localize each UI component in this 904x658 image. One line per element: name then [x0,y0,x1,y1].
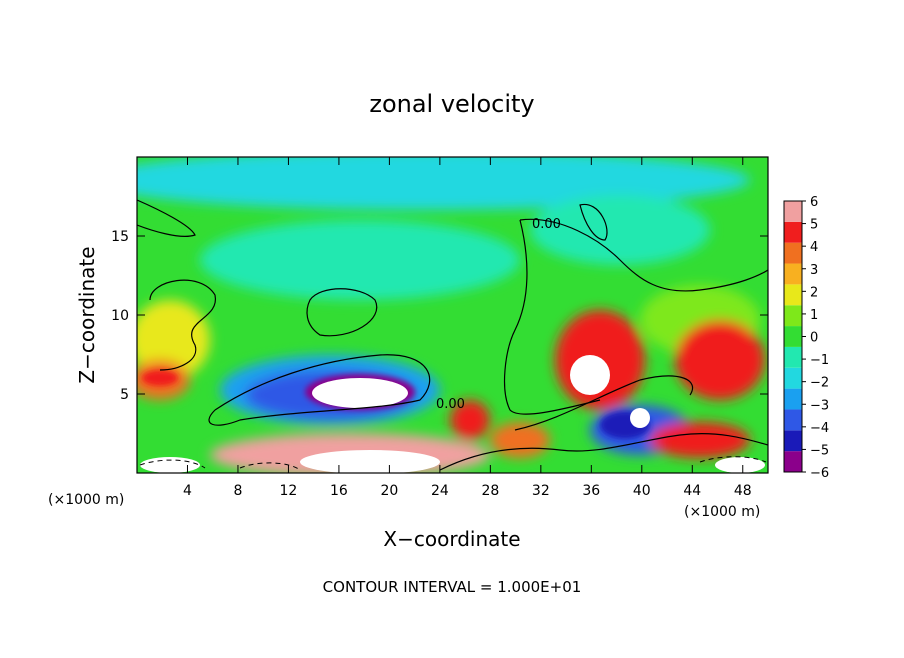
colorbar-swatch [784,242,802,264]
x-tick-label: 48 [734,483,752,499]
colorbar-tick-label: −6 [810,466,829,481]
x-unit-right: (×1000 m) [684,504,760,520]
x-tick-label: 16 [330,483,348,499]
colorbar-swatch [784,221,802,243]
colorbar-tick-label: 3 [810,263,818,278]
x-axis-title: X−coordinate [383,527,520,551]
colorbar-tick-label: 2 [810,285,818,300]
colorbar-tick-label: −5 [810,443,829,458]
y-tick-label: 5 [120,387,129,403]
y-tick-label: 15 [111,229,129,245]
colorbar-swatch [784,201,802,222]
colorbar-swatch [784,388,802,410]
colorbar-swatch [784,367,802,389]
chart-title: zonal velocity [369,90,534,118]
x-axis-ticks: 4 8 12 16 20 24 28 32 36 40 44 48 [183,157,752,499]
x-tick-label: 8 [233,483,242,499]
x-tick-label: 40 [633,483,651,499]
colorbar-swatch [784,284,802,306]
x-tick-label: 44 [683,483,701,499]
colorbar-swatch [784,263,802,285]
colorbar-tick-label: 1 [810,308,818,323]
colorbar-swatch [784,305,802,327]
colorbar-tick-label: 0 [810,331,818,346]
x-tick-label: 12 [280,483,298,499]
colorbar-tick-label: 6 [810,195,818,210]
colorbar-tick-label: 4 [810,240,818,255]
contour-label-2: 0.00 [436,397,465,412]
colorbar: 6 5 4 3 2 1 0 −1 −2 −3 −4 −5 −6 [783,195,829,481]
x-tick-label: 36 [582,483,600,499]
colorbar-swatch [784,409,802,431]
y-axis-title: Z−coordinate [75,246,99,383]
y-axis-ticks: 5 10 15 [111,229,768,403]
contour-label: 0.00 [532,217,561,232]
colorbar-swatch [784,430,802,452]
colorbar-tick-label: 5 [810,218,818,233]
colorbar-tick-label: −4 [810,421,829,436]
colorbar-swatch [784,451,802,472]
colorbar-tick-label: −2 [810,376,829,391]
x-tick-label: 4 [183,483,192,499]
contour-interval-note: CONTOUR INTERVAL = 1.000E+01 [323,578,582,596]
x-tick-label: 20 [380,483,398,499]
colorbar-swatch [784,346,802,368]
velocity-field: 0.00 0.00 [137,157,768,473]
colorbar-swatch [784,326,802,347]
colorbar-tick-label: −3 [810,398,829,413]
x-tick-label: 24 [431,483,449,499]
x-tick-label: 32 [532,483,550,499]
colorbar-tick-label: −1 [810,353,829,368]
x-unit-left: (×1000 m) [48,492,124,508]
y-tick-label: 10 [111,308,129,324]
x-tick-label: 28 [481,483,499,499]
